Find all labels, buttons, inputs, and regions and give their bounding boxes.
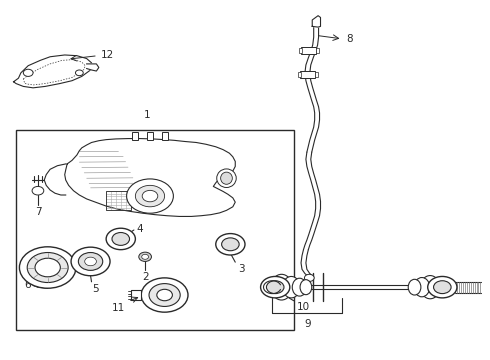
Ellipse shape bbox=[408, 279, 421, 295]
Ellipse shape bbox=[292, 278, 307, 296]
Bar bbox=[315, 72, 318, 77]
Bar bbox=[297, 72, 301, 77]
Ellipse shape bbox=[220, 172, 232, 184]
Bar bbox=[162, 132, 168, 140]
Ellipse shape bbox=[217, 169, 236, 188]
Circle shape bbox=[32, 186, 44, 195]
Text: 11: 11 bbox=[112, 303, 125, 313]
Polygon shape bbox=[65, 139, 235, 216]
Circle shape bbox=[139, 252, 151, 261]
Text: 1: 1 bbox=[144, 110, 151, 120]
Circle shape bbox=[78, 252, 103, 270]
Polygon shape bbox=[14, 55, 92, 88]
Circle shape bbox=[261, 276, 290, 298]
Bar bbox=[299, 71, 315, 78]
Ellipse shape bbox=[300, 280, 312, 295]
Text: 4: 4 bbox=[137, 224, 144, 234]
Polygon shape bbox=[44, 164, 66, 195]
Polygon shape bbox=[130, 290, 141, 300]
Circle shape bbox=[20, 247, 76, 288]
Polygon shape bbox=[312, 16, 320, 27]
Circle shape bbox=[85, 257, 97, 266]
Circle shape bbox=[106, 228, 135, 249]
Circle shape bbox=[434, 281, 451, 294]
Circle shape bbox=[24, 69, 33, 76]
Bar bbox=[132, 132, 138, 140]
Bar bbox=[106, 191, 130, 210]
Circle shape bbox=[126, 179, 173, 213]
Circle shape bbox=[216, 234, 245, 255]
Text: 9: 9 bbox=[304, 319, 311, 329]
Bar bbox=[16, 130, 294, 330]
Text: 2: 2 bbox=[142, 272, 148, 282]
Bar bbox=[316, 48, 319, 53]
Text: 8: 8 bbox=[346, 34, 352, 44]
Text: 10: 10 bbox=[297, 302, 310, 312]
Text: 12: 12 bbox=[101, 50, 115, 60]
Circle shape bbox=[27, 252, 68, 283]
Circle shape bbox=[142, 190, 158, 202]
Circle shape bbox=[142, 254, 148, 259]
Bar bbox=[298, 48, 302, 53]
Ellipse shape bbox=[283, 276, 300, 298]
Bar bbox=[300, 47, 316, 54]
Circle shape bbox=[149, 284, 180, 306]
Bar bbox=[147, 132, 153, 140]
Circle shape bbox=[135, 185, 165, 207]
Circle shape bbox=[112, 233, 129, 246]
Circle shape bbox=[35, 258, 60, 277]
Text: 5: 5 bbox=[92, 284, 98, 294]
Circle shape bbox=[157, 289, 172, 301]
Circle shape bbox=[428, 276, 457, 298]
Circle shape bbox=[75, 70, 83, 76]
Text: 6: 6 bbox=[24, 280, 30, 291]
Ellipse shape bbox=[414, 278, 430, 297]
Circle shape bbox=[221, 238, 239, 251]
Text: 7: 7 bbox=[35, 207, 41, 217]
Ellipse shape bbox=[271, 274, 292, 300]
Polygon shape bbox=[87, 64, 99, 71]
Circle shape bbox=[71, 247, 110, 276]
Circle shape bbox=[141, 278, 188, 312]
Circle shape bbox=[304, 274, 314, 282]
Text: 3: 3 bbox=[238, 264, 245, 274]
Ellipse shape bbox=[420, 275, 440, 299]
Circle shape bbox=[267, 281, 284, 294]
